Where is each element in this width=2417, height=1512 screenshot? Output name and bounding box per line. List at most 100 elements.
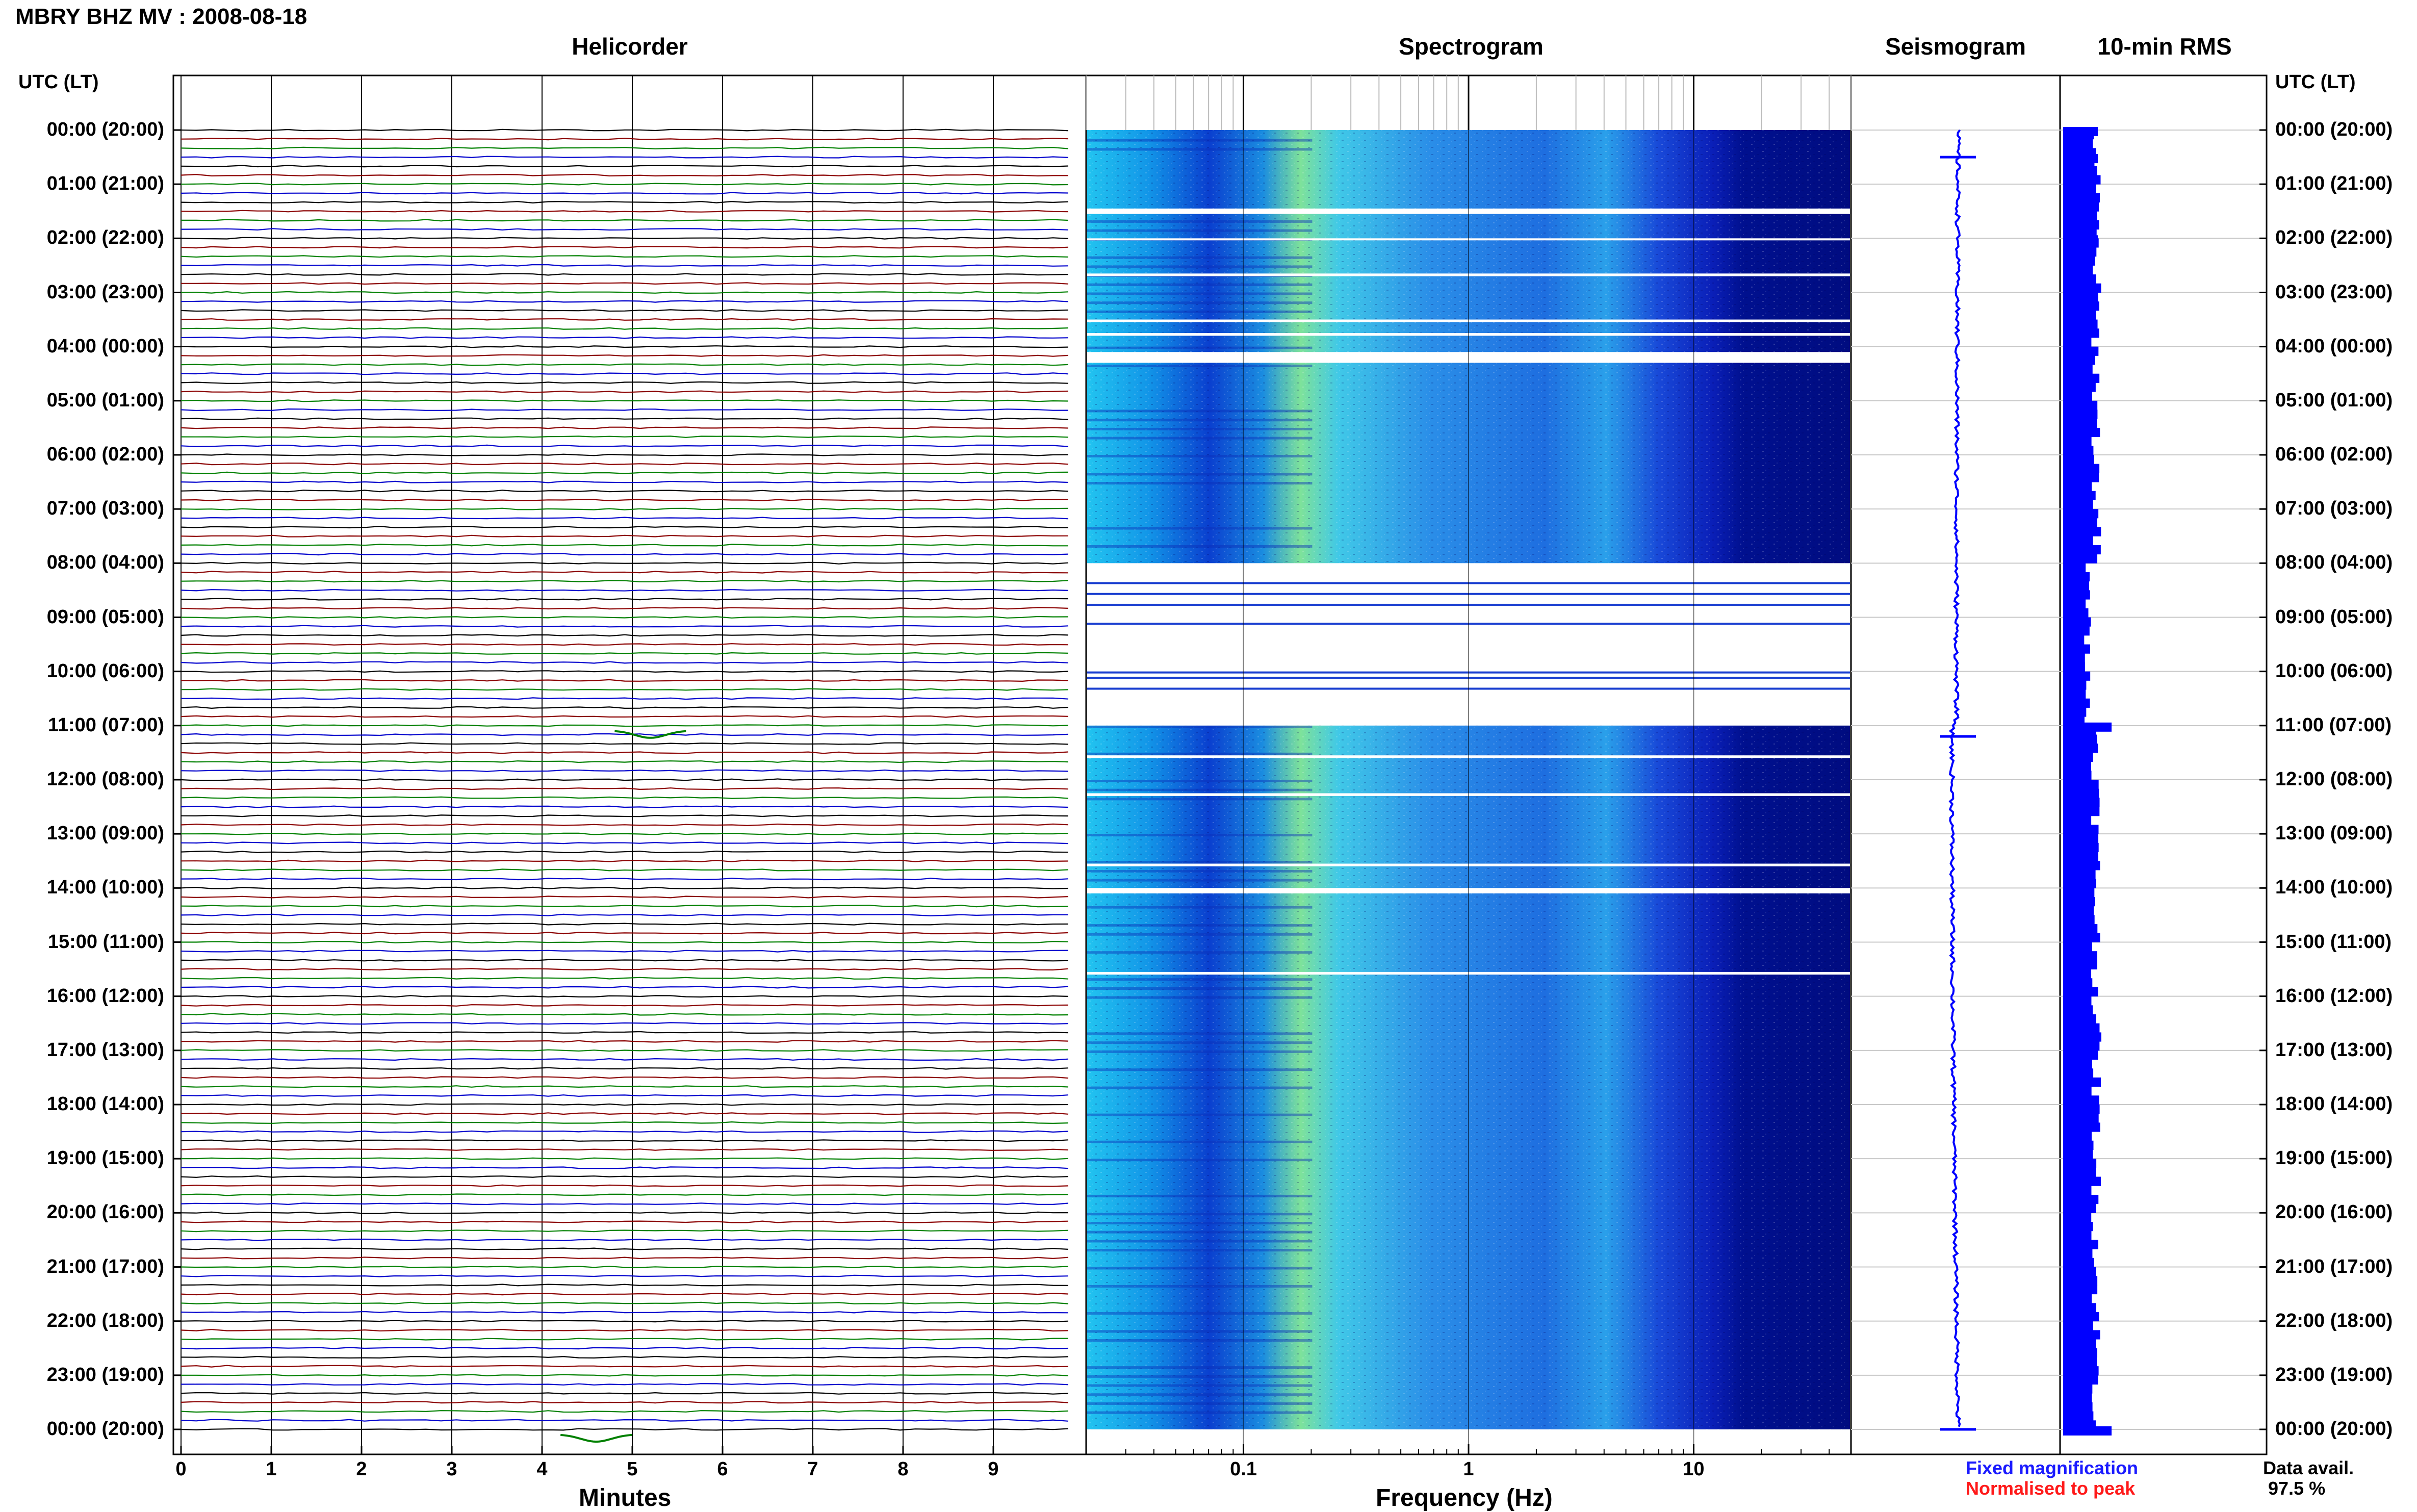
rms-bar bbox=[2063, 852, 2098, 861]
helicorder-trace bbox=[181, 183, 1069, 186]
spectrogram-stripe bbox=[1087, 1222, 1313, 1225]
spectrogram-stripe bbox=[1087, 527, 1313, 530]
rms-bar bbox=[2063, 879, 2096, 888]
helicorder-trace bbox=[181, 778, 1069, 781]
helicorder-trace bbox=[181, 878, 1069, 881]
data-availability-value: 97.5 % bbox=[2268, 1478, 2326, 1499]
helicorder-trace bbox=[181, 219, 1069, 222]
utc-header-right: UTC (LT) bbox=[2275, 71, 2356, 93]
time-tick-right: 21:00 (17:00) bbox=[2275, 1255, 2393, 1277]
helicorder-trace bbox=[181, 1220, 1069, 1223]
spectrogram-stripe bbox=[1087, 1384, 1313, 1387]
helicorder-trace bbox=[181, 1320, 1069, 1323]
helicorder-trace bbox=[181, 246, 1069, 249]
helicorder-trace bbox=[181, 805, 1069, 808]
rms-bar bbox=[2063, 671, 2091, 681]
rms-bar bbox=[2063, 491, 2096, 500]
rms-bar bbox=[2063, 328, 2099, 338]
spectrogram-stripe bbox=[1087, 310, 1313, 313]
helicorder-trace bbox=[181, 959, 1069, 962]
time-tick-right: 00:00 (20:00) bbox=[2275, 119, 2393, 140]
rms-bar bbox=[2063, 1375, 2098, 1385]
rms-bar bbox=[2063, 554, 2098, 563]
rms-bar bbox=[2063, 969, 2092, 979]
helicorder-trace bbox=[181, 1112, 1069, 1115]
rms-bar bbox=[2063, 1068, 2094, 1078]
time-tick-right: 01:00 (21:00) bbox=[2275, 173, 2393, 195]
rms-bar bbox=[2063, 500, 2093, 509]
time-tick-left: 13:00 (09:00) bbox=[46, 823, 164, 844]
spectrogram-stripe bbox=[1087, 427, 1313, 430]
helicorder-trace bbox=[181, 390, 1069, 393]
spectrogram-stripe bbox=[1087, 220, 1313, 223]
rms-bar bbox=[2063, 572, 2090, 582]
rms-peak bbox=[2063, 127, 2098, 136]
time-tick-left: 06:00 (02:00) bbox=[46, 444, 164, 465]
seismogram-line bbox=[1948, 129, 1962, 1427]
helicorder-trace bbox=[181, 715, 1069, 718]
time-tick-right: 19:00 (15:00) bbox=[2275, 1147, 2393, 1169]
rms-bar bbox=[2063, 761, 2092, 771]
spectrogram-stripe bbox=[1087, 365, 1313, 368]
spectrogram-stripe bbox=[1087, 951, 1313, 954]
rms-bar bbox=[2063, 707, 2087, 717]
rms-bar bbox=[2063, 1357, 2097, 1367]
freq-tick-label: 0.1 bbox=[1230, 1458, 1257, 1480]
helicorder-trace bbox=[181, 1292, 1069, 1296]
time-tick-right: 14:00 (10:00) bbox=[2275, 877, 2393, 899]
helicorder-trace bbox=[181, 417, 1069, 420]
helicorder-trace bbox=[181, 1338, 1068, 1341]
rms-peak bbox=[2063, 154, 2098, 164]
rms-bar bbox=[2063, 752, 2093, 762]
rms-bar bbox=[2063, 599, 2086, 609]
helicorder-trace bbox=[181, 156, 1069, 159]
rms-bar bbox=[2063, 842, 2099, 853]
helicorder-trace bbox=[181, 616, 1069, 619]
time-tick-left: 05:00 (01:00) bbox=[46, 389, 164, 411]
minutes-axis-label: Minutes bbox=[579, 1484, 672, 1511]
helicorder-traces bbox=[181, 75, 1069, 1454]
minute-tick-label: 8 bbox=[897, 1458, 909, 1480]
helicorder-trace bbox=[181, 228, 1069, 231]
helicorder-trace bbox=[181, 868, 1069, 872]
helicorder-trace bbox=[181, 850, 1069, 854]
rms-bar bbox=[2063, 1176, 2101, 1186]
rms-bar bbox=[2063, 1149, 2093, 1159]
helicorder-trace bbox=[181, 932, 1069, 935]
time-tick-right: 02:00 (22:00) bbox=[2275, 227, 2393, 249]
rms-bar bbox=[2063, 545, 2101, 555]
rms-bar bbox=[2063, 1077, 2101, 1087]
rms-bar bbox=[2063, 1041, 2100, 1051]
helicorder-trace bbox=[181, 345, 1069, 348]
helicorder-trace bbox=[181, 192, 1069, 195]
spectrogram-stripe bbox=[1087, 1330, 1313, 1333]
rms-bar bbox=[2063, 1222, 2093, 1232]
spectrogram-stripe bbox=[1087, 996, 1313, 999]
helicorder-trace bbox=[181, 1067, 1069, 1070]
helicorder-trace bbox=[181, 1382, 1069, 1386]
spectrogram-stripe bbox=[1087, 933, 1313, 936]
helicorder-trace bbox=[181, 913, 1068, 917]
rms-bar bbox=[2063, 1249, 2093, 1259]
panel-frames bbox=[172, 74, 2268, 1455]
rms-bar bbox=[2063, 373, 2100, 383]
helicorder-event bbox=[560, 1433, 632, 1443]
helicorder-trace bbox=[181, 1049, 1069, 1052]
helicorder-trace bbox=[181, 571, 1069, 574]
rms-bar bbox=[2063, 581, 2089, 591]
rms-bar bbox=[2063, 644, 2090, 654]
helicorder-trace bbox=[181, 354, 1069, 357]
seismogram-trace bbox=[1940, 129, 1976, 1431]
time-tick-right: 16:00 (12:00) bbox=[2275, 985, 2393, 1007]
helicorder-trace bbox=[181, 544, 1068, 547]
spectrogram-stripe bbox=[1087, 292, 1313, 295]
helicorder-trace bbox=[181, 751, 1069, 754]
helicorder-trace bbox=[181, 1175, 1069, 1178]
rms-bar bbox=[2063, 1059, 2092, 1069]
rms-bar bbox=[2063, 536, 2093, 546]
helicorder-trace bbox=[181, 300, 1069, 303]
helicorder-trace bbox=[181, 444, 1069, 447]
helicorder-trace bbox=[181, 886, 1069, 889]
time-tick-left: 07:00 (03:00) bbox=[46, 498, 164, 520]
